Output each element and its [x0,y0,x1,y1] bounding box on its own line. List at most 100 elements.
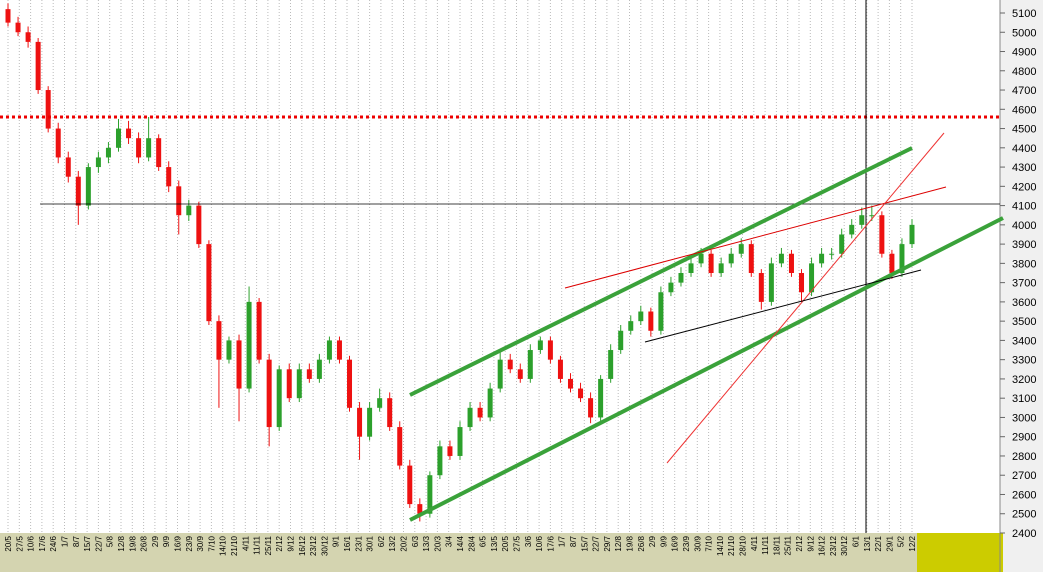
y-tick-label: 2800 [1012,451,1036,463]
body [588,398,594,418]
body [718,263,724,273]
body [256,301,262,360]
x-tick-label: 9/12 [287,535,296,551]
body [507,359,513,370]
x-tick-label: 18/11 [772,535,781,555]
x-tick-label: 3/4 [445,535,454,547]
body [527,350,533,379]
body [216,321,222,360]
x-tick-label: 28/4 [467,535,476,551]
trendline-red [564,186,947,289]
body [547,340,553,360]
body [748,244,754,273]
x-tick-label: 28/10 [739,535,748,556]
body [457,427,463,456]
body [628,321,634,331]
x-tick-label: 11/11 [761,535,770,554]
x-tick-label: 30/12 [320,535,329,556]
x-tick-label: 23/9 [185,535,194,551]
x-tick-label: 17/6 [546,535,555,551]
x-tick-label: 13/3 [422,535,431,551]
y-tick-label: 5000 [1012,27,1036,39]
x-tick-label: 22/7 [94,535,103,551]
body [758,273,764,302]
x-tick-label: 9/12 [806,535,815,551]
x-tick-label: 29/7 [603,535,612,551]
y-tick-label: 3800 [1012,258,1036,270]
highlight-box [917,533,1003,572]
body [829,253,835,255]
body [497,359,503,389]
x-tick-label: 25/11 [784,535,793,555]
body [778,253,784,264]
y-tick-label: 3500 [1012,316,1036,328]
x-tick-label: 2/12 [275,535,284,551]
body [487,388,493,418]
y-tick-label: 2700 [1012,470,1036,482]
x-tick-label: 2/9 [151,535,160,547]
y-tick-label: 4100 [1012,201,1036,213]
x-tick-label: 12/2 [908,535,917,551]
y-tick-label: 4300 [1012,162,1036,174]
y-tick-label: 3700 [1012,278,1036,290]
body [648,311,654,331]
body [316,359,322,379]
body [909,224,915,245]
body [417,504,423,514]
body [698,253,704,264]
body [557,359,563,379]
x-tick-label: 20/2 [400,535,409,551]
x-tick-label: 17/6 [38,535,47,551]
body [728,253,734,264]
body [186,205,192,216]
x-tick-label: 4/11 [750,535,759,551]
y-tick-label: 4700 [1012,85,1036,97]
body [738,244,744,254]
x-tick-label: 13/2 [388,535,397,551]
body [688,263,694,273]
body [387,398,393,428]
body [156,138,162,168]
x-tick-label: 13/1 [863,535,872,551]
y-tick-label: 4400 [1012,143,1036,155]
x-tick-label: 14/4 [456,535,465,551]
body [467,407,473,428]
body [407,465,413,505]
body [276,369,282,428]
body [377,398,383,408]
body [326,340,332,360]
body [517,369,523,379]
x-tick-label: 20/5 [501,535,510,551]
x-tick-label: 2/12 [795,535,804,551]
x-tick-label: 10/6 [535,535,544,551]
body [35,41,41,91]
body [286,369,292,399]
body [668,282,674,293]
x-tick-label: 23/12 [829,535,838,556]
x-tick-label: 9/9 [659,535,668,547]
y-tick-label: 4200 [1012,181,1036,193]
x-tick-label: 7/10 [207,535,216,551]
y-tick-label: 2400 [1012,528,1036,540]
x-tick-label: 23/1 [354,535,363,551]
x-tick-label: 8/7 [72,535,81,547]
body [809,263,815,293]
x-tick-label: 2/9 [648,535,657,547]
y-axis-panel [1000,0,1043,572]
x-tick-label: 5/2 [897,535,906,547]
x-axis-panel [0,533,1000,572]
x-tick-label: 26/8 [637,535,646,551]
y-tick-label: 2900 [1012,432,1036,444]
body [136,138,142,158]
body [5,9,11,23]
x-tick-label: 20/3 [433,535,442,551]
y-tick-label: 3100 [1012,393,1036,405]
body [126,128,132,139]
body [347,359,353,408]
body [367,407,373,437]
body [65,157,71,177]
body [788,253,794,273]
y-tick-label: 4800 [1012,66,1036,78]
x-tick-label: 16/12 [298,535,307,556]
